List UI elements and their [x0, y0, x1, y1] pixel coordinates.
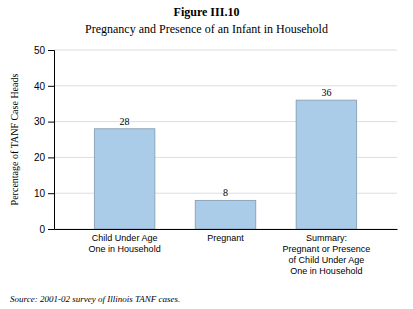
y-tick-mark — [48, 157, 54, 158]
y-tick-label: 0 — [39, 224, 45, 235]
y-tick-mark — [48, 86, 54, 87]
data-label: 36 — [321, 87, 331, 98]
x-tick: Child Under AgeOne in Household — [89, 229, 161, 254]
grid-line — [54, 85, 397, 86]
bar — [296, 100, 357, 229]
x-tick-label: Child Under AgeOne in Household — [89, 233, 161, 254]
grid-line — [54, 50, 397, 51]
data-labels: 28 8 36 — [120, 87, 332, 198]
y-tick: 50 — [34, 45, 54, 56]
y-tick-mark — [48, 50, 54, 51]
y-tick-label: 30 — [34, 116, 46, 127]
chart: Figure III.10 Pregnancy and Presence of a… — [0, 0, 413, 309]
y-tick-mark — [48, 193, 54, 194]
y-tick: 30 — [34, 116, 54, 127]
x-tick: Summary:Pregnant or Presenceof Child Und… — [283, 229, 371, 276]
bar — [94, 129, 155, 229]
y-tick-label: 50 — [34, 45, 46, 56]
title: Figure III.10 — [174, 5, 240, 19]
x-tick: Pregnant — [207, 229, 244, 243]
y-tick-label: 10 — [34, 188, 46, 199]
x-tick-label: Summary:Pregnant or Presenceof Child Und… — [283, 233, 371, 275]
y-tick-label: 20 — [34, 152, 46, 163]
bar — [195, 200, 256, 229]
source: Source: 2001-02 survey of Illinois TANF … — [10, 294, 180, 304]
x-axis: Child Under AgeOne in Household Pregnant S… — [55, 229, 398, 276]
y-tick: 40 — [34, 81, 54, 92]
x-axis-line — [55, 229, 398, 230]
data-label: 8 — [223, 187, 228, 198]
y-tick: 20 — [34, 152, 54, 163]
y-tick-mark — [48, 122, 54, 123]
y-tick: 10 — [34, 188, 54, 199]
y-tick-label: 40 — [34, 81, 46, 92]
data-label: 28 — [120, 116, 130, 127]
plot: 0 10 20 30 40 50 Child Under AgeOne in Househo… — [34, 45, 398, 276]
y-tick: 0 — [39, 224, 54, 235]
bars — [94, 100, 356, 229]
subtitle: Pregnancy and Presence of an Infant in H… — [85, 22, 328, 36]
y-tick-mark — [48, 229, 54, 230]
grid — [54, 50, 397, 229]
y-axis-line — [48, 51, 55, 230]
y-axis-title: Percentage of TANF Case Heads — [9, 74, 20, 206]
x-tick-label: Pregnant — [207, 233, 244, 243]
y-axis: 0 10 20 30 40 50 — [34, 45, 55, 235]
